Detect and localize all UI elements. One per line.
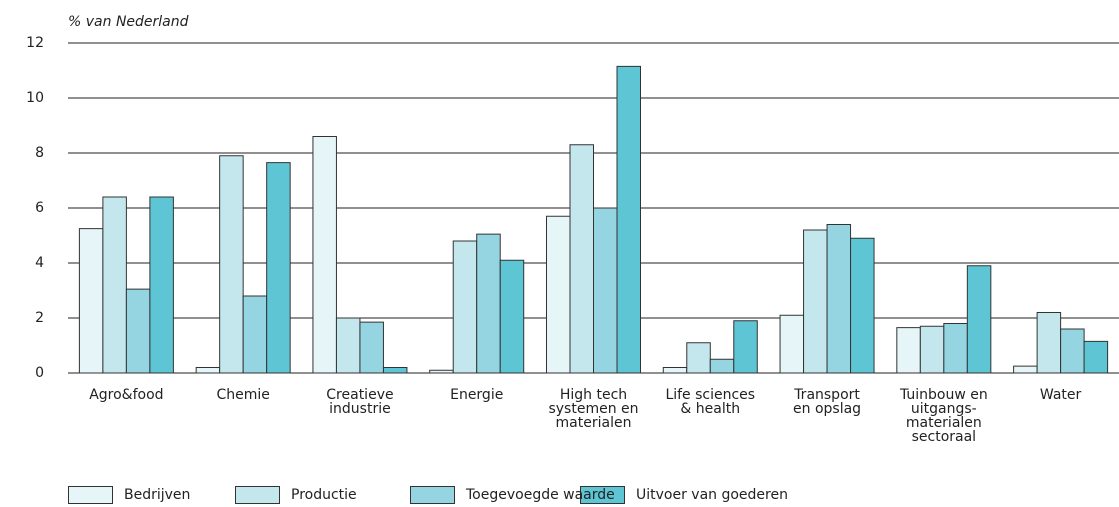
bar: [1060, 328, 1085, 374]
x-tick-label: Water: [1039, 387, 1082, 403]
bar: [452, 240, 478, 374]
x-tick-label: Chemie: [216, 387, 270, 403]
y-tick-label: 10: [26, 90, 44, 106]
bar: [219, 155, 244, 374]
bar: [826, 224, 852, 374]
y-tick-label: 0: [35, 365, 44, 381]
bar: [1083, 340, 1109, 374]
x-tick-label: Life sciences & health: [665, 387, 756, 417]
legend-swatch: [410, 486, 455, 504]
x-tick-label: Tuinbouw en uitgangs- materialen sectora…: [899, 387, 988, 445]
bar: [896, 327, 921, 374]
bar: [1013, 365, 1038, 374]
bar: [733, 320, 758, 374]
legend-label: Productie: [291, 487, 357, 503]
legend-swatch: [580, 486, 625, 504]
y-tick-label: 6: [35, 200, 44, 216]
x-tick-label: Energie: [450, 387, 504, 403]
bar: [125, 288, 151, 374]
bar: [242, 295, 268, 374]
legend-label: Uitvoer van goederen: [636, 487, 788, 503]
y-tick-label: 2: [35, 310, 44, 326]
unit-label: % van Nederland: [68, 14, 189, 30]
x-tick-label: Transport en opslag: [793, 387, 862, 417]
bar: [966, 265, 992, 374]
bar: [850, 237, 875, 374]
y-tick-label: 12: [26, 35, 44, 51]
bar: [312, 136, 337, 374]
y-tick-label: 4: [35, 255, 44, 271]
bar: [616, 65, 641, 374]
bar: [78, 228, 104, 374]
bar: [919, 325, 945, 374]
bar: [593, 207, 618, 374]
bar: [429, 369, 454, 374]
legend-swatch: [235, 486, 280, 504]
bar: [1036, 312, 1062, 374]
legend-swatch: [68, 486, 113, 504]
bar: [335, 317, 361, 374]
y-tick-label: 8: [35, 145, 44, 161]
bar: [803, 229, 828, 374]
bar: [476, 233, 501, 374]
bar: [499, 259, 525, 374]
x-tick-label: Agro&food: [89, 387, 164, 403]
bar: [149, 196, 174, 374]
bar: [709, 358, 735, 374]
x-tick-label: Creatieve industrie: [326, 387, 394, 417]
legend-label: Bedrijven: [124, 487, 191, 503]
bar: [779, 314, 805, 374]
x-tick-label: High tech systemen en materialen: [548, 387, 639, 431]
bar: [546, 215, 571, 374]
bar: [662, 367, 688, 374]
bar: [382, 367, 408, 374]
bar: [102, 196, 127, 374]
bar: [686, 342, 711, 374]
bar: [195, 367, 221, 374]
bar: [943, 323, 968, 374]
legend-label: Toegevoegde waarde: [466, 487, 615, 503]
bar: [266, 162, 291, 374]
bar: [569, 144, 594, 374]
bar: [359, 321, 384, 374]
